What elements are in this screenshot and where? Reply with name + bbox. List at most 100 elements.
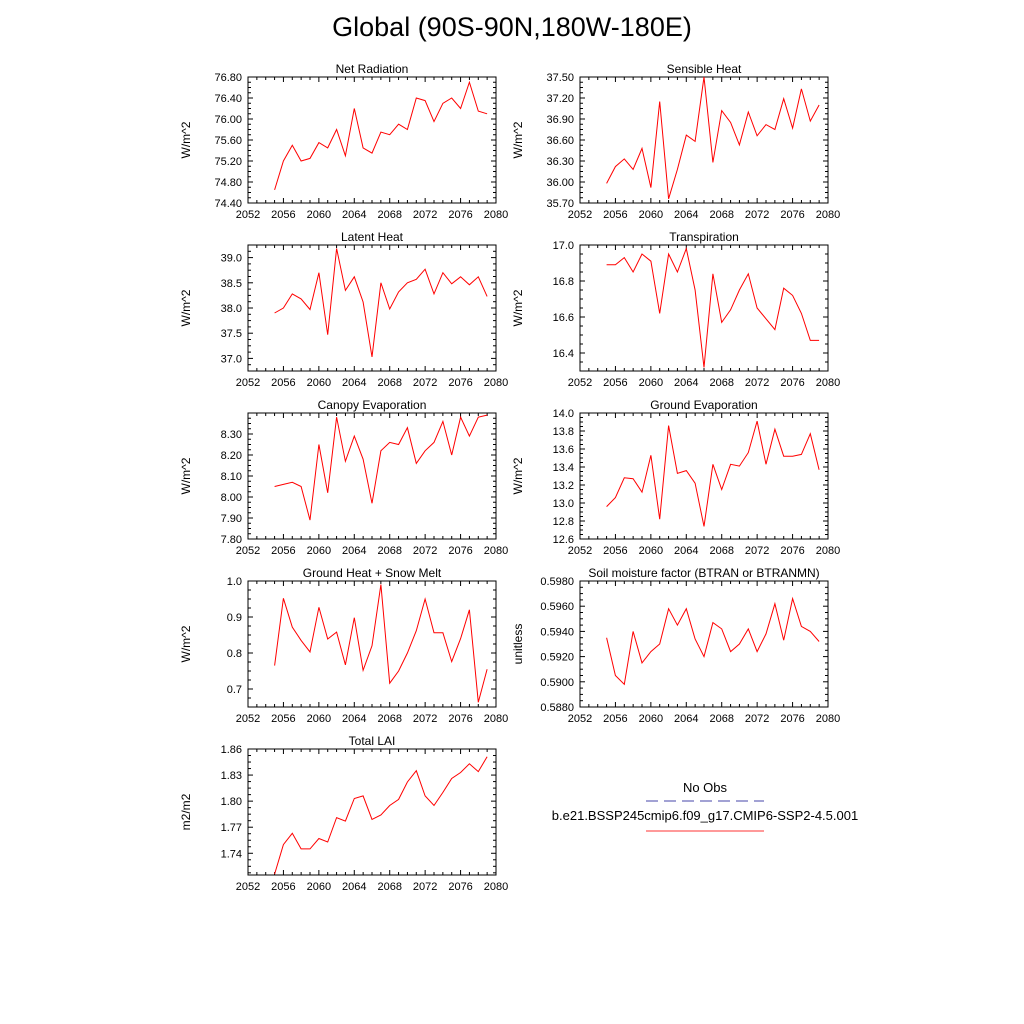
- y-tick-label: 0.5940: [540, 626, 574, 638]
- x-tick-label: 2052: [236, 545, 260, 557]
- y-tick-label: 8.20: [221, 450, 242, 462]
- y-tick-label: 74.80: [214, 177, 242, 189]
- panel-title: Sensible Heat: [667, 62, 742, 76]
- y-axis-label: W/m^2: [511, 289, 525, 326]
- x-tick-label: 2080: [816, 377, 840, 389]
- y-tick-label: 12.8: [553, 516, 574, 528]
- y-tick-label: 0.5900: [540, 677, 574, 689]
- series-line: [274, 584, 488, 703]
- x-tick-label: 2064: [674, 209, 698, 221]
- x-tick-label: 2056: [271, 713, 295, 725]
- x-tick-label: 2052: [236, 209, 260, 221]
- plot-frame: [579, 412, 829, 540]
- y-tick-label: 37.20: [546, 93, 574, 105]
- x-tick-label: 2064: [342, 209, 366, 221]
- x-tick-label: 2052: [568, 377, 592, 389]
- y-axis-label: W/m^2: [511, 121, 525, 158]
- x-tick-label: 2064: [342, 713, 366, 725]
- y-tick-label: 16.8: [553, 276, 574, 288]
- y-axis-label: m2/m2: [179, 793, 193, 830]
- panel-title: Ground Heat + Snow Melt: [303, 566, 442, 580]
- panel-title: Canopy Evaporation: [318, 398, 427, 412]
- x-tick-label: 2080: [816, 713, 840, 725]
- x-tick-label: 2076: [780, 713, 804, 725]
- panel-title: Total LAI: [349, 734, 396, 748]
- y-tick-label: 76.40: [214, 93, 242, 105]
- x-tick-label: 2080: [484, 377, 508, 389]
- x-tick-label: 2076: [448, 713, 472, 725]
- x-tick-label: 2076: [448, 881, 472, 893]
- legend: No Obs b.e21.BSSP245cmip6.f09_g17.CMIP6-S…: [552, 780, 858, 832]
- x-tick-label: 2052: [236, 881, 260, 893]
- y-tick-label: 35.70: [546, 198, 574, 210]
- y-axis-label: unitless: [511, 624, 525, 665]
- x-tick-label: 2072: [413, 377, 437, 389]
- series-line: [606, 420, 820, 527]
- x-tick-label: 2068: [377, 545, 401, 557]
- y-tick-label: 1.74: [221, 848, 242, 860]
- x-tick-label: 2072: [745, 209, 769, 221]
- x-tick-label: 2080: [484, 545, 508, 557]
- chart-panel: Ground Heat + Snow Melt W/m^2 2052 2056 2060…: [179, 566, 508, 725]
- y-tick-label: 13.2: [553, 480, 574, 492]
- y-tick-label: 76.80: [214, 72, 242, 84]
- x-tick-label: 2060: [639, 209, 663, 221]
- series-line: [274, 756, 488, 875]
- x-tick-label: 2064: [674, 713, 698, 725]
- x-tick-label: 2068: [377, 713, 401, 725]
- y-tick-label: 36.30: [546, 156, 574, 168]
- series-line: [274, 80, 488, 191]
- x-tick-label: 2076: [448, 209, 472, 221]
- x-tick-label: 2072: [413, 713, 437, 725]
- x-tick-label: 2060: [639, 377, 663, 389]
- y-tick-label: 1.83: [221, 770, 242, 782]
- y-tick-label: 0.5880: [540, 702, 574, 714]
- x-tick-label: 2076: [780, 377, 804, 389]
- x-tick-label: 2068: [709, 209, 733, 221]
- plot-frame: [247, 412, 497, 540]
- x-tick-label: 2076: [448, 545, 472, 557]
- y-tick-label: 8.30: [221, 429, 242, 441]
- y-tick-label: 75.60: [214, 135, 242, 147]
- y-tick-label: 74.40: [214, 198, 242, 210]
- chart-panel: Canopy Evaporation W/m^2 2052 2056 2060 2064 2…: [179, 398, 508, 557]
- y-tick-label: 37.50: [546, 72, 574, 84]
- series-line: [274, 414, 488, 521]
- y-axis-label: W/m^2: [511, 457, 525, 494]
- y-tick-label: 7.80: [221, 534, 242, 546]
- x-tick-label: 2056: [271, 881, 295, 893]
- x-tick-label: 2060: [639, 713, 663, 725]
- chart-panel: Total LAI m2/m2 2052 2056 2060 2064 2068 2072 20…: [179, 734, 508, 893]
- x-tick-label: 2068: [709, 377, 733, 389]
- series-line: [606, 76, 820, 199]
- page-title: Global (90S-90N,180W-180E): [332, 12, 692, 42]
- y-tick-label: 38.0: [221, 303, 242, 315]
- x-tick-label: 2056: [271, 377, 295, 389]
- x-tick-label: 2068: [709, 713, 733, 725]
- y-tick-label: 37.0: [221, 353, 242, 365]
- series-line: [606, 246, 820, 368]
- y-tick-label: 13.6: [553, 444, 574, 456]
- x-tick-label: 2064: [342, 545, 366, 557]
- x-tick-label: 2072: [413, 209, 437, 221]
- y-tick-label: 0.7: [227, 684, 242, 696]
- chart-panel: Latent Heat W/m^2 2052 2056 2060 2064 2068 2072…: [179, 230, 508, 389]
- panel-title: Ground Evaporation: [650, 398, 757, 412]
- y-tick-label: 14.0: [553, 408, 574, 420]
- legend-obs-label: No Obs: [683, 780, 728, 795]
- plot-frame: [579, 76, 829, 204]
- y-tick-label: 75.20: [214, 156, 242, 168]
- y-tick-label: 0.8: [227, 648, 242, 660]
- x-tick-label: 2076: [780, 209, 804, 221]
- x-tick-label: 2056: [603, 377, 627, 389]
- y-axis-label: W/m^2: [179, 289, 193, 326]
- chart-panel: Ground Evaporation W/m^2 2052 2056 2060 2064 2…: [511, 398, 840, 557]
- x-tick-label: 2060: [307, 209, 331, 221]
- y-tick-label: 36.60: [546, 135, 574, 147]
- panel-title: Latent Heat: [341, 230, 404, 244]
- y-tick-label: 17.0: [553, 240, 574, 252]
- y-tick-label: 76.00: [214, 114, 242, 126]
- y-tick-label: 0.5980: [540, 576, 574, 588]
- y-tick-label: 37.5: [221, 328, 242, 340]
- series-line: [606, 596, 820, 686]
